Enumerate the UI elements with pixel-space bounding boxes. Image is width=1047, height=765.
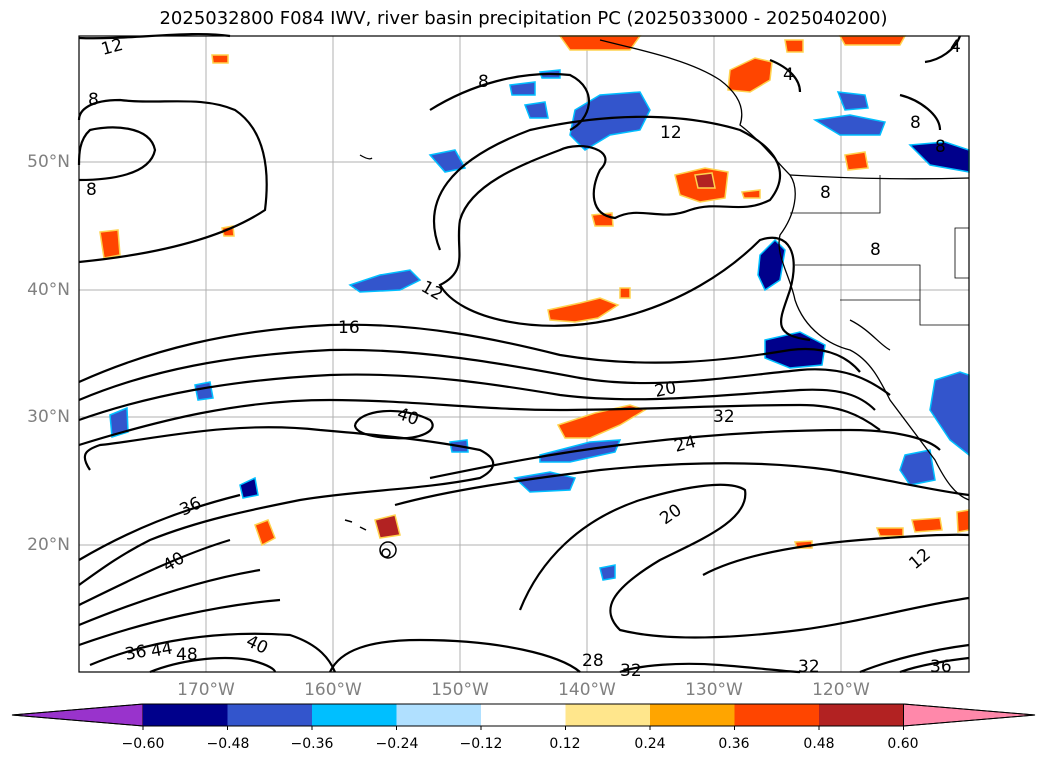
- colorbar-box: [481, 704, 566, 726]
- lon-label: 130°W: [685, 680, 743, 700]
- colorbar-box: [227, 704, 312, 726]
- colorbar-tick-label: 0.48: [803, 736, 835, 752]
- lat-label: 20°N: [27, 535, 70, 555]
- colorbar-box: [312, 704, 397, 726]
- contour-label: 4: [783, 65, 794, 85]
- contour-label: 44: [149, 638, 174, 661]
- pos-patch: [547, 297, 620, 323]
- pos-patch: [254, 519, 276, 547]
- colorbar-box: [650, 704, 735, 726]
- contour-label: 32: [620, 661, 642, 681]
- neg-patch: [569, 91, 651, 151]
- pos-patch: [556, 404, 647, 439]
- contour-label: 32: [798, 657, 820, 677]
- colorbar-box: [734, 704, 819, 726]
- contour-label: 8: [870, 240, 881, 260]
- pos-patch: [875, 527, 904, 537]
- pos-patch: [374, 514, 401, 539]
- neg-patch: [599, 564, 616, 581]
- contour-label: 8: [478, 72, 489, 92]
- colorbar-tick-label: −0.48: [206, 736, 250, 752]
- pos-patch: [911, 517, 943, 533]
- colorbar-tick-label: 0.12: [549, 736, 581, 752]
- colorbar-tick-label: −0.60: [121, 736, 165, 752]
- contour-label: 4: [950, 37, 961, 57]
- map-frame: [78, 35, 970, 673]
- neg-patch: [836, 91, 869, 111]
- colorbar-box: [565, 704, 650, 726]
- coastline: [359, 39, 970, 501]
- pos-patch: [740, 189, 761, 199]
- colorbar-tick-label: −0.12: [459, 736, 503, 752]
- pos-patch: [784, 39, 804, 53]
- neg-patch: [899, 449, 936, 486]
- contour-label: 8: [820, 183, 831, 203]
- contour-label: 32: [713, 407, 735, 427]
- pos-patch: [211, 54, 229, 64]
- contour-label: 20: [653, 378, 678, 402]
- neg-patch: [812, 114, 887, 136]
- precip-negative-patches: [109, 69, 970, 581]
- lat-label: 50°N: [27, 152, 70, 172]
- colorbar: [11, 703, 1036, 730]
- contour-label: 8: [86, 180, 97, 200]
- contour-label: 16: [338, 318, 360, 338]
- pos-patch: [844, 151, 869, 171]
- colorbar-extend-high: [903, 703, 1036, 727]
- colorbar-box: [143, 704, 228, 726]
- hawaii-islands: [344, 519, 397, 559]
- contour-label: 48: [176, 645, 198, 665]
- contour-label: 36: [123, 641, 148, 664]
- colorbar-box: [396, 704, 481, 726]
- lon-label: 160°W: [304, 680, 362, 700]
- contour-label: 12: [660, 123, 682, 143]
- lon-label: 170°W: [177, 680, 235, 700]
- colorbar-tick-label: −0.24: [375, 736, 419, 752]
- pos-patch: [558, 35, 642, 51]
- neg-patch: [513, 471, 577, 493]
- lon-label: 120°W: [812, 680, 870, 700]
- contour-label: 8: [935, 137, 946, 157]
- lon-label: 150°W: [431, 680, 489, 700]
- neg-patch: [757, 238, 786, 292]
- colorbar-box: [819, 704, 904, 726]
- colorbar-tick-label: 0.36: [718, 736, 750, 752]
- colorbar-extend-low: [11, 703, 144, 727]
- colorbar-tick-label: 0.60: [887, 736, 919, 752]
- colorbar-tick-label: −0.36: [290, 736, 334, 752]
- contour-labels: 12 8 8 8 4 4 12 8 8 8 8 12 16 20 32 24 4…: [86, 35, 961, 681]
- pos-patch: [694, 172, 716, 189]
- lat-label: 30°N: [27, 407, 70, 427]
- contour-label: 36: [930, 657, 952, 677]
- neg-patch: [109, 406, 129, 438]
- pos-patch: [99, 229, 121, 259]
- pos-patch: [956, 509, 970, 533]
- lat-label: 40°N: [27, 280, 70, 300]
- neg-patch: [523, 101, 549, 119]
- colorbar-tick-label: 0.24: [634, 736, 666, 752]
- pos-patch: [619, 287, 631, 299]
- iwv-contours: [77, 32, 970, 674]
- contour-label: 8: [910, 113, 921, 133]
- neg-patch: [239, 476, 259, 499]
- lon-label: 140°W: [558, 680, 616, 700]
- contour-label: 28: [582, 651, 604, 671]
- neg-patch: [428, 149, 467, 173]
- pos-patch: [838, 35, 907, 46]
- neg-patch: [348, 269, 422, 293]
- neg-patch: [194, 381, 214, 401]
- figure-title: 2025032800 F084 IWV, river basin precipi…: [159, 8, 888, 29]
- precip-positive-patches: [99, 35, 970, 549]
- pos-patch: [727, 57, 773, 93]
- neg-patch: [509, 81, 536, 96]
- contour-label: 8: [88, 90, 99, 110]
